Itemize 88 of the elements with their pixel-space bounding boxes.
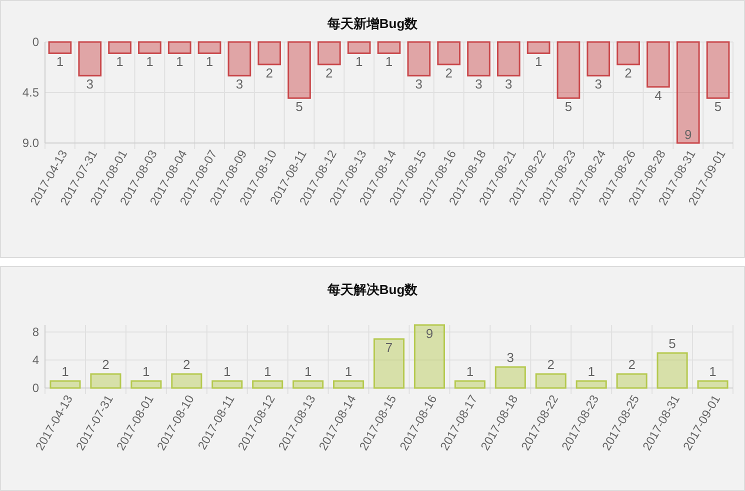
data-label: 1 — [224, 364, 231, 379]
bar — [437, 41, 460, 66]
bar — [496, 41, 520, 76]
bar — [50, 380, 81, 389]
bar — [288, 41, 311, 99]
bar — [78, 41, 102, 76]
data-label: 3 — [594, 76, 602, 92]
bar — [454, 380, 486, 389]
bar — [347, 41, 371, 54]
bar — [130, 380, 162, 389]
data-label: 3 — [415, 76, 423, 92]
bar — [556, 41, 580, 99]
data-label: 1 — [116, 54, 124, 70]
bar — [252, 380, 284, 389]
bar — [292, 380, 324, 389]
data-label: 1 — [355, 54, 363, 70]
data-label: 3 — [506, 350, 514, 365]
data-label: 1 — [142, 364, 150, 379]
bar — [616, 41, 640, 66]
data-label: 2 — [547, 357, 554, 372]
data-label: 4 — [654, 88, 662, 103]
data-label: 1 — [588, 364, 595, 379]
bar — [576, 380, 607, 389]
y-tick-label: 4.5 — [22, 86, 40, 100]
bar — [676, 41, 700, 144]
data-label: 7 — [385, 340, 393, 355]
data-label: 3 — [475, 76, 482, 92]
bar — [333, 380, 364, 389]
data-label: 2 — [266, 65, 273, 80]
y-tick-label: 4 — [32, 353, 40, 368]
data-label: 2 — [628, 357, 636, 372]
data-label: 5 — [296, 99, 303, 114]
bar — [90, 373, 122, 389]
y-tick-label: 0 — [32, 381, 40, 396]
y-tick-label: 0 — [32, 35, 40, 50]
data-label: 1 — [385, 54, 393, 70]
chart-title: 每天解决Bug数 — [326, 282, 419, 297]
data-label: 2 — [102, 357, 110, 372]
y-tick-label: 8 — [32, 325, 40, 340]
data-label: 5 — [668, 336, 676, 351]
bar — [108, 41, 132, 54]
data-label: 1 — [206, 54, 214, 70]
data-label: 1 — [344, 364, 352, 379]
data-label: 3 — [236, 76, 244, 92]
data-label: 1 — [62, 364, 69, 379]
data-label: 1 — [709, 364, 716, 379]
data-label: 1 — [176, 54, 184, 70]
bar — [697, 380, 728, 389]
bar — [48, 41, 72, 54]
data-label: 1 — [264, 364, 272, 379]
data-label: 3 — [505, 76, 512, 92]
bar — [646, 41, 670, 88]
bar — [407, 41, 431, 76]
bar — [171, 373, 202, 389]
bar — [168, 41, 192, 54]
data-label: 9 — [426, 326, 434, 341]
data-label: 1 — [146, 54, 154, 70]
data-label: 2 — [326, 65, 333, 80]
y-tick-label: 9.0 — [22, 136, 40, 150]
data-label: 1 — [534, 54, 542, 70]
data-label: 1 — [466, 364, 474, 379]
data-label: 5 — [714, 99, 722, 114]
bar — [212, 380, 243, 389]
data-label: 9 — [684, 127, 692, 142]
data-label: 2 — [183, 357, 190, 372]
bar — [706, 41, 730, 99]
bar — [494, 366, 526, 389]
bar — [373, 338, 405, 389]
bar — [535, 373, 566, 389]
data-label: 5 — [564, 99, 572, 114]
data-label: 3 — [86, 76, 94, 92]
bar — [258, 41, 282, 66]
bar — [377, 41, 401, 54]
data-label: 2 — [624, 65, 632, 80]
data-label: 1 — [56, 54, 64, 70]
chart-title: 每天新增Bug数 — [326, 16, 419, 31]
bar — [318, 41, 341, 66]
data-label: 1 — [304, 364, 312, 379]
bar — [198, 41, 222, 54]
bar — [414, 324, 445, 389]
data-label: 2 — [445, 65, 452, 80]
bar — [138, 41, 162, 54]
bar — [228, 41, 252, 76]
bar — [467, 41, 490, 76]
bar — [526, 41, 550, 54]
bar — [586, 41, 610, 76]
bar — [616, 373, 648, 389]
bar — [656, 352, 688, 389]
